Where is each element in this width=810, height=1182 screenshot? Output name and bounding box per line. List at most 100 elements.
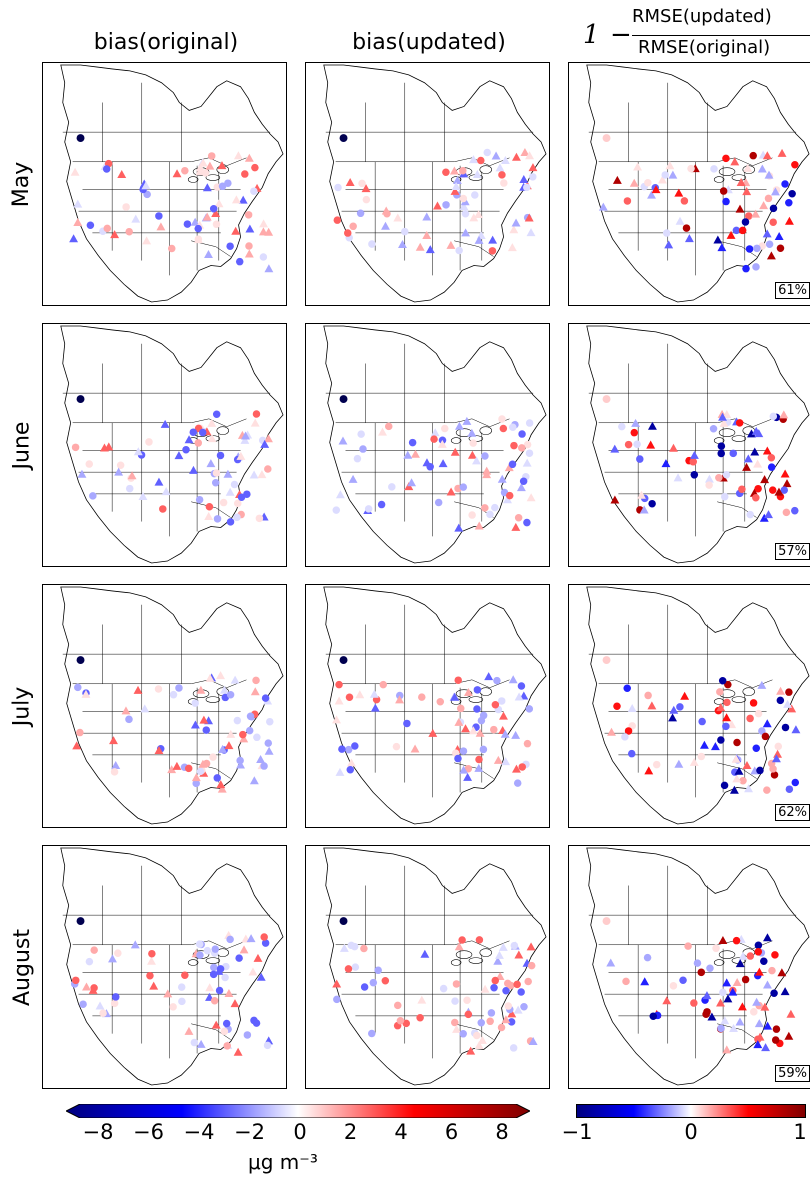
station-marker-circle bbox=[226, 935, 234, 944]
row-label-july: July bbox=[9, 686, 35, 727]
station-marker-circle bbox=[698, 717, 706, 726]
station-marker-circle bbox=[360, 944, 368, 953]
station-marker-circle bbox=[90, 946, 98, 954]
station-marker-triangle bbox=[195, 167, 205, 176]
station-marker-triangle bbox=[223, 469, 233, 478]
station-marker-circle bbox=[754, 709, 763, 718]
station-marker-triangle bbox=[73, 199, 83, 208]
station-marker-triangle bbox=[646, 440, 656, 449]
station-marker-circle bbox=[781, 180, 789, 188]
station-marker-triangle bbox=[484, 672, 494, 681]
station-marker-circle bbox=[750, 1008, 758, 1016]
station-marker-triangle bbox=[204, 512, 214, 521]
station-marker-triangle bbox=[774, 487, 784, 496]
station-marker-circle bbox=[469, 439, 477, 447]
station-marker-triangle bbox=[500, 156, 510, 165]
station-marker-circle bbox=[487, 1009, 496, 1017]
station-marker-triangle bbox=[637, 490, 646, 499]
station-marker-circle bbox=[752, 494, 760, 502]
station-marker-circle bbox=[212, 469, 221, 477]
station-marker-circle bbox=[490, 725, 498, 734]
station-marker-circle bbox=[243, 1031, 252, 1039]
station-marker-circle bbox=[463, 996, 471, 1005]
station-marker-triangle bbox=[759, 513, 769, 522]
lake bbox=[187, 959, 199, 966]
map-panel-august-rmse-ratio: 59% bbox=[568, 845, 810, 1089]
station-marker-triangle bbox=[735, 1017, 745, 1026]
station-marker-circle bbox=[252, 410, 261, 418]
station-marker-circle bbox=[250, 1016, 258, 1025]
lake bbox=[718, 428, 736, 437]
station-marker-circle bbox=[364, 505, 373, 513]
station-marker-circle bbox=[122, 203, 130, 211]
station-marker-circle bbox=[781, 723, 790, 732]
station-marker-circle bbox=[669, 982, 678, 990]
station-marker-triangle bbox=[206, 459, 216, 468]
station-marker-circle bbox=[791, 506, 799, 515]
station-marker-circle bbox=[517, 682, 526, 690]
station-marker-circle bbox=[452, 980, 461, 988]
station-marker-circle bbox=[753, 244, 761, 253]
station-marker-triangle bbox=[163, 989, 173, 998]
lake bbox=[479, 948, 492, 957]
station-marker-circle bbox=[194, 235, 203, 243]
state-border bbox=[598, 418, 773, 427]
column-title-rmse-ratio: 1 − RMSE(updated) RMSE(original) bbox=[583, 6, 810, 62]
station-marker-triangle bbox=[398, 240, 407, 249]
station-marker-triangle bbox=[189, 465, 198, 474]
station-marker-circle bbox=[768, 486, 777, 494]
station-marker-circle bbox=[85, 957, 94, 966]
station-marker-triangle bbox=[244, 249, 254, 258]
station-marker-triangle bbox=[259, 219, 269, 228]
station-marker-triangle bbox=[81, 689, 91, 698]
station-marker-triangle bbox=[256, 755, 266, 764]
station-marker-circle bbox=[195, 940, 204, 948]
station-marker-circle bbox=[622, 977, 630, 986]
station-marker-circle bbox=[345, 693, 354, 701]
station-marker-circle bbox=[434, 498, 443, 507]
station-marker-circle bbox=[488, 247, 497, 255]
station-marker-triangle bbox=[704, 474, 714, 483]
station-marker-circle bbox=[220, 1027, 229, 1036]
station-marker-triangle bbox=[732, 774, 742, 783]
station-marker-triangle bbox=[511, 730, 521, 739]
station-marker-circle bbox=[367, 1029, 376, 1038]
state-border bbox=[717, 240, 757, 257]
station-marker-circle bbox=[500, 179, 508, 187]
station-marker-triangle bbox=[236, 451, 246, 460]
station-marker-triangle bbox=[742, 187, 752, 196]
state-border bbox=[72, 940, 247, 949]
map-panel-august-bias-original bbox=[42, 845, 287, 1089]
station-marker-triangle bbox=[474, 1041, 484, 1050]
station-marker-triangle bbox=[472, 170, 482, 179]
station-marker-circle bbox=[369, 978, 378, 987]
station-marker-circle bbox=[770, 771, 779, 779]
map-panel-june-bias-original bbox=[42, 323, 287, 567]
station-marker-circle bbox=[190, 1038, 199, 1047]
station-marker-circle bbox=[527, 961, 536, 970]
station-marker-circle bbox=[245, 726, 254, 735]
station-marker-circle bbox=[716, 688, 724, 696]
station-marker-triangle bbox=[467, 428, 477, 437]
station-marker-circle bbox=[523, 739, 532, 748]
map-panel-july-bias-updated bbox=[305, 584, 550, 828]
station-marker-circle bbox=[745, 245, 754, 253]
colorbar-bias-tick-label: 0 bbox=[293, 1120, 307, 1144]
station-marker-circle bbox=[774, 742, 783, 751]
station-marker-triangle bbox=[528, 163, 538, 172]
station-marker-circle bbox=[756, 766, 764, 775]
station-marker-triangle bbox=[729, 1024, 738, 1033]
station-marker-triangle bbox=[675, 216, 685, 225]
station-marker-circle bbox=[216, 451, 225, 460]
station-marker-circle bbox=[192, 779, 200, 788]
station-marker-circle bbox=[697, 968, 706, 977]
station-marker-triangle bbox=[722, 410, 732, 419]
lake bbox=[450, 959, 462, 966]
station-marker-triangle bbox=[784, 1031, 794, 1040]
lake bbox=[468, 957, 484, 964]
station-marker-circle bbox=[177, 983, 186, 991]
station-marker-circle bbox=[459, 747, 468, 755]
station-marker-circle bbox=[253, 733, 261, 742]
station-marker-circle bbox=[486, 510, 494, 519]
station-marker-circle bbox=[627, 749, 636, 758]
